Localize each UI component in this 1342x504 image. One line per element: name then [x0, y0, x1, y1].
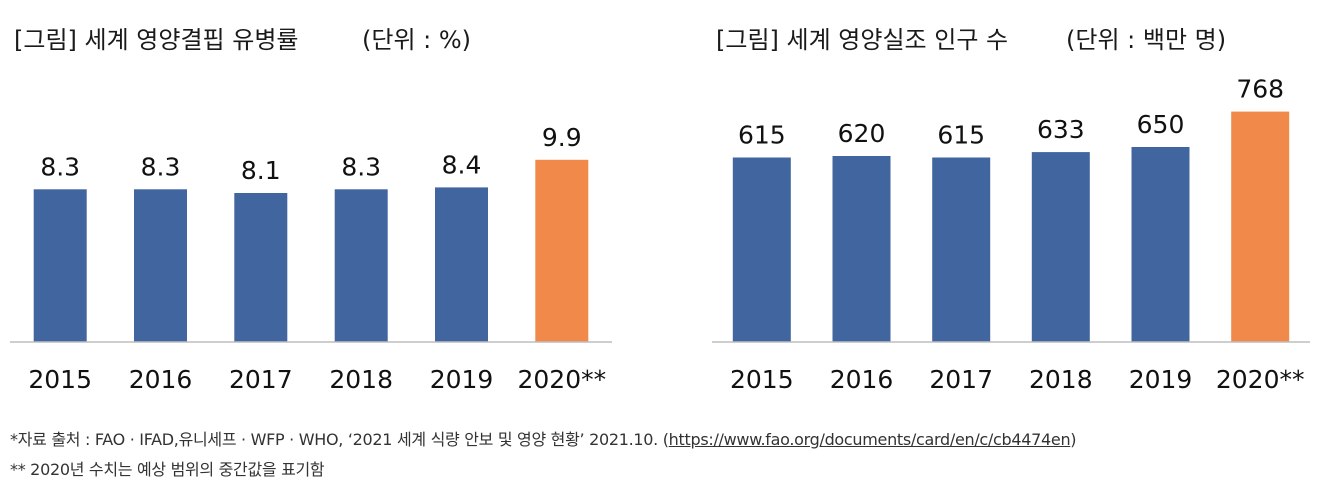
estimate-footnote: ** 2020년 수치는 예상 범위의 중간값을 표기함 — [10, 460, 325, 479]
source-closing: ) — [1070, 430, 1077, 449]
bar-2016 — [832, 156, 891, 342]
x-tick-label: 2016 — [830, 365, 894, 394]
source-link[interactable]: https://www.fao.org/documents/card/en/c/… — [668, 430, 1071, 449]
bars — [33, 159, 589, 342]
x-tick-label: 2019 — [1129, 365, 1193, 394]
x-tick-label: 2018 — [329, 365, 393, 394]
value-label: 768 — [1236, 75, 1284, 104]
value-labels: 615 620 615 633 650 768 — [738, 75, 1284, 150]
x-tick-label: 2017 — [929, 365, 993, 394]
bar-2018 — [334, 189, 388, 342]
value-labels: 8.3 8.3 8.1 8.3 8.4 9.9 — [40, 123, 581, 185]
x-tick-label: 2017 — [229, 365, 293, 394]
x-tick-label: 2020** — [1216, 365, 1305, 394]
x-tick-label: 2015 — [730, 365, 794, 394]
value-label: 620 — [838, 119, 886, 148]
x-tick-label: 2016 — [129, 365, 193, 394]
value-label: 8.3 — [141, 152, 181, 181]
bar-2016 — [134, 189, 187, 342]
value-label: 615 — [738, 121, 786, 150]
value-label: 8.1 — [241, 156, 281, 185]
bar-2020 — [535, 159, 589, 342]
x-tick-label: 2018 — [1029, 365, 1093, 394]
bar-2015 — [33, 189, 87, 342]
value-label: 8.3 — [341, 152, 381, 181]
x-tick-labels: 2015 2016 2017 2018 2019 2020** — [28, 365, 606, 394]
chart-undernourished-population: [그림] 세계 영양실조 인구 수 (단위 : 백만 명) 615 620 615 6… — [712, 26, 1310, 394]
chart-title: [그림] 세계 영양결핍 유병률 — [14, 26, 299, 54]
bar-2020 — [1231, 111, 1290, 342]
x-tick-label: 2015 — [28, 365, 92, 394]
chart-title: [그림] 세계 영양실조 인구 수 — [716, 26, 1008, 54]
chart-unit: (단위 : 백만 명) — [1066, 26, 1226, 54]
source-text: *자료 출처 : FAO · IFAD,유니세프 · WFP · WHO, ‘2… — [10, 430, 669, 449]
value-label: 615 — [937, 121, 985, 150]
source-footnote: *자료 출처 : FAO · IFAD,유니세프 · WFP · WHO, ‘2… — [10, 426, 1077, 450]
bar-2017 — [932, 157, 991, 342]
value-label: 650 — [1137, 110, 1185, 139]
x-tick-label: 2020** — [517, 365, 606, 394]
chart-undernourishment-prevalence: [그림] 세계 영양결핍 유병률 (단위 : %) 8.3 8.3 8.1 8.3 8.… — [10, 26, 612, 394]
bar-2019 — [435, 187, 488, 342]
bar-2019 — [1131, 147, 1190, 342]
bar-2017 — [234, 193, 288, 342]
bar-2018 — [1031, 152, 1090, 342]
value-label: 633 — [1037, 115, 1085, 144]
x-tick-label: 2019 — [430, 365, 494, 394]
value-label: 8.4 — [442, 150, 482, 179]
value-label: 9.9 — [542, 123, 582, 152]
value-label: 8.3 — [40, 152, 80, 181]
bar-2015 — [732, 157, 791, 342]
x-tick-labels: 2015 2016 2017 2018 2019 2020** — [730, 365, 1305, 394]
chart-unit: (단위 : %) — [362, 26, 471, 54]
bars — [732, 111, 1290, 342]
